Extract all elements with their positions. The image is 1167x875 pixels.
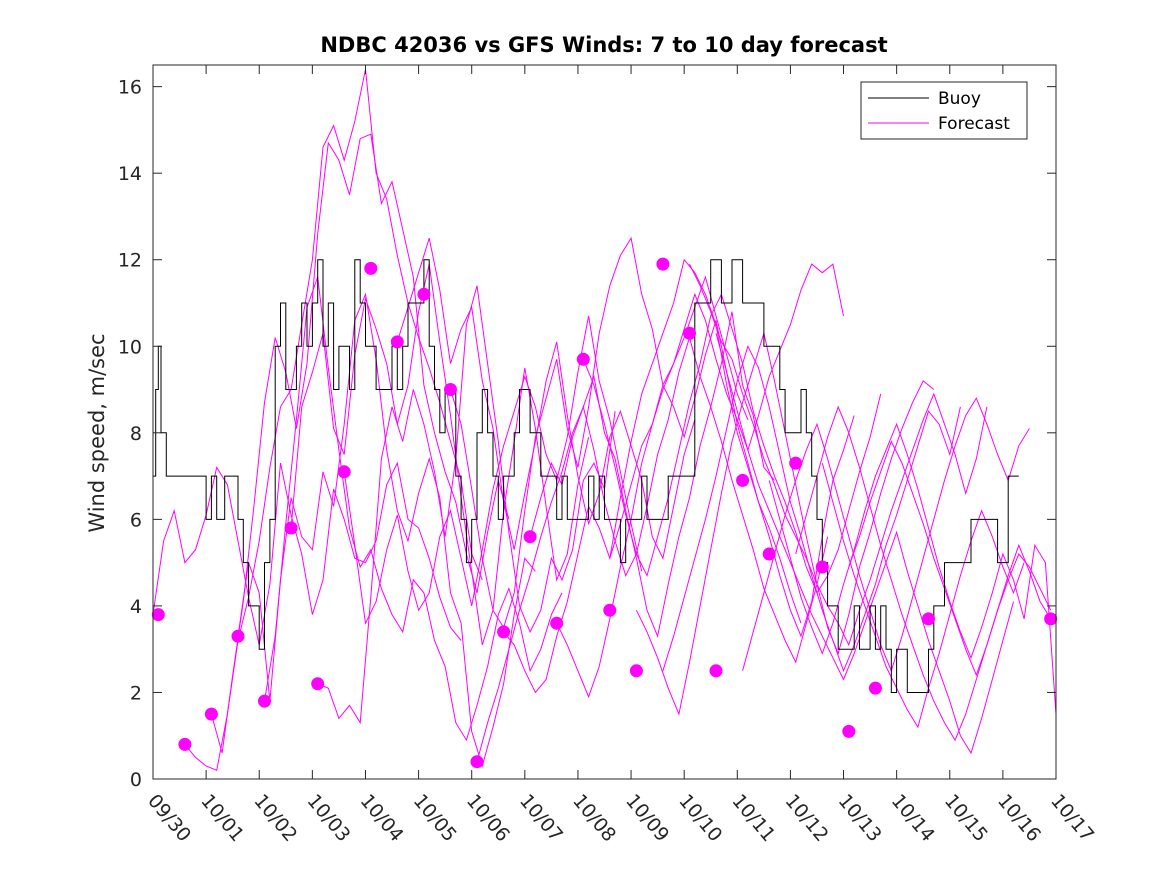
forecast-marker xyxy=(231,629,245,643)
buoy-line xyxy=(153,259,1019,693)
forecast-run-line xyxy=(152,461,462,646)
forecast-marker xyxy=(523,530,537,544)
y-tick-label: 10 xyxy=(118,336,142,358)
forecast-marker xyxy=(178,737,192,751)
forecast-run-line xyxy=(821,462,1025,729)
y-tick-label: 6 xyxy=(130,509,142,531)
forecast-marker xyxy=(284,521,298,535)
forecast-marker xyxy=(1044,612,1058,626)
axes-box xyxy=(152,64,1057,780)
forecast-marker xyxy=(204,707,218,721)
forecast-marker xyxy=(709,664,723,678)
y-tick-label: 12 xyxy=(118,250,142,272)
forecast-run-line xyxy=(503,258,802,694)
axes-background xyxy=(153,65,1056,779)
forecast-marker xyxy=(629,664,643,678)
forecast-marker xyxy=(762,547,776,561)
forecast-marker xyxy=(550,616,564,630)
forecast-marker xyxy=(470,755,484,769)
forecast-run-line xyxy=(768,422,1057,715)
forecast-run-line xyxy=(476,311,775,762)
forecast-marker xyxy=(656,257,670,271)
forecast-marker xyxy=(497,625,511,639)
forecast-run-line xyxy=(609,263,844,559)
legend: Buoy Forecast xyxy=(860,81,1028,140)
chart-title: NDBC 42036 vs GFS Winds: 7 to 10 day for… xyxy=(320,33,887,57)
forecast-marker xyxy=(390,335,404,349)
forecast-run-line xyxy=(290,263,590,646)
forecast-marker xyxy=(842,724,856,738)
forecast-marker xyxy=(789,456,803,470)
forecast-marker xyxy=(311,677,325,691)
forecast-run-line xyxy=(529,335,829,664)
forecast-marker xyxy=(922,612,935,626)
forecast-run-line xyxy=(582,292,882,594)
y-axis-ticks: 0 2 4 6 8 10 12 14 16 xyxy=(118,77,1056,791)
legend-box xyxy=(860,81,1028,140)
forecast-marker xyxy=(444,383,457,396)
y-tick-label: 0 xyxy=(130,769,142,791)
forecast-marker xyxy=(337,465,351,479)
forecast-run-line xyxy=(848,440,1052,677)
forecast-marker xyxy=(151,608,165,622)
y-tick-label: 14 xyxy=(118,163,142,185)
forecast-marker xyxy=(683,326,696,340)
y-tick-label: 16 xyxy=(118,77,142,99)
forecast-marker xyxy=(417,287,431,301)
forecast-run-line xyxy=(450,236,749,629)
forecast-run-line xyxy=(742,397,1030,673)
y-tick-label: 8 xyxy=(130,423,142,445)
forecast-marker xyxy=(868,681,882,695)
forecast-run-line xyxy=(396,237,696,560)
forecast-run-line xyxy=(343,315,643,625)
forecast-marker xyxy=(576,352,590,366)
forecast-marker xyxy=(815,560,829,574)
forecast-markers xyxy=(151,257,1058,769)
forecast-marker xyxy=(258,694,271,708)
y-tick-label: 4 xyxy=(130,596,142,618)
forecast-lines xyxy=(152,69,1057,771)
legend-buoy-label: Buoy xyxy=(938,89,981,109)
forecast-run-line xyxy=(715,333,1014,755)
forecast-run-line xyxy=(556,320,855,699)
forecast-marker xyxy=(736,473,750,487)
legend-forecast-label: Forecast xyxy=(938,114,1010,134)
y-axis-label: Wind speed, m/sec xyxy=(85,333,109,532)
buoy-line-group xyxy=(153,259,1019,693)
forecast-run-line xyxy=(662,344,961,673)
y-tick-label: 2 xyxy=(130,682,142,704)
forecast-run-line xyxy=(317,285,616,725)
forecast-marker xyxy=(603,603,617,617)
forecast-marker xyxy=(364,261,378,275)
forecast-run-line xyxy=(210,133,510,754)
